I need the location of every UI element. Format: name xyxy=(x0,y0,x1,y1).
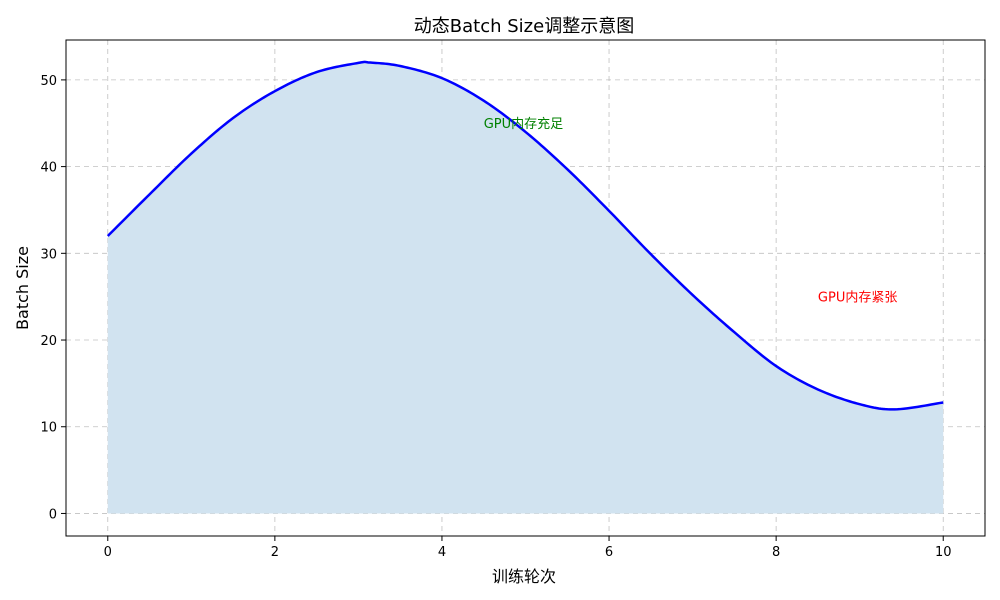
area-fill-layer xyxy=(107,61,944,514)
y-tick-label-4: 40 xyxy=(40,161,57,176)
annotation-layer: GPU内存充足 GPU内存紧张 xyxy=(484,116,898,305)
x-tick-label-2: 4 xyxy=(438,545,446,560)
tick-layer: 0 2 4 6 8 10 0 10 20 30 40 50 xyxy=(40,74,951,560)
series-line-layer xyxy=(106,60,944,411)
plot-frame xyxy=(65,39,986,537)
x-tick-label-3: 6 xyxy=(605,545,613,560)
x-tick-label-4: 8 xyxy=(772,545,780,560)
x-tick-label-1: 2 xyxy=(271,545,279,560)
series-line xyxy=(106,60,944,411)
x-tick-label-5: 10 xyxy=(935,545,952,560)
annotation-1: GPU内存紧张 xyxy=(818,290,897,306)
plot-border xyxy=(65,39,986,537)
x-axis-title: 训练轮次 xyxy=(492,567,556,586)
y-tick-label-2: 20 xyxy=(40,334,57,349)
annotation-0: GPU内存充足 xyxy=(484,116,563,132)
y-tick-label-0: 0 xyxy=(49,507,57,522)
y-tick-label-5: 50 xyxy=(40,74,57,89)
area-fill xyxy=(107,61,944,514)
y-tick-label-1: 10 xyxy=(40,421,57,436)
x-tick-label-0: 0 xyxy=(104,545,112,560)
chart-title: 动态Batch Size调整示意图 xyxy=(414,16,634,37)
y-axis-title: Batch Size xyxy=(13,246,32,330)
y-tick-label-3: 30 xyxy=(40,247,57,262)
